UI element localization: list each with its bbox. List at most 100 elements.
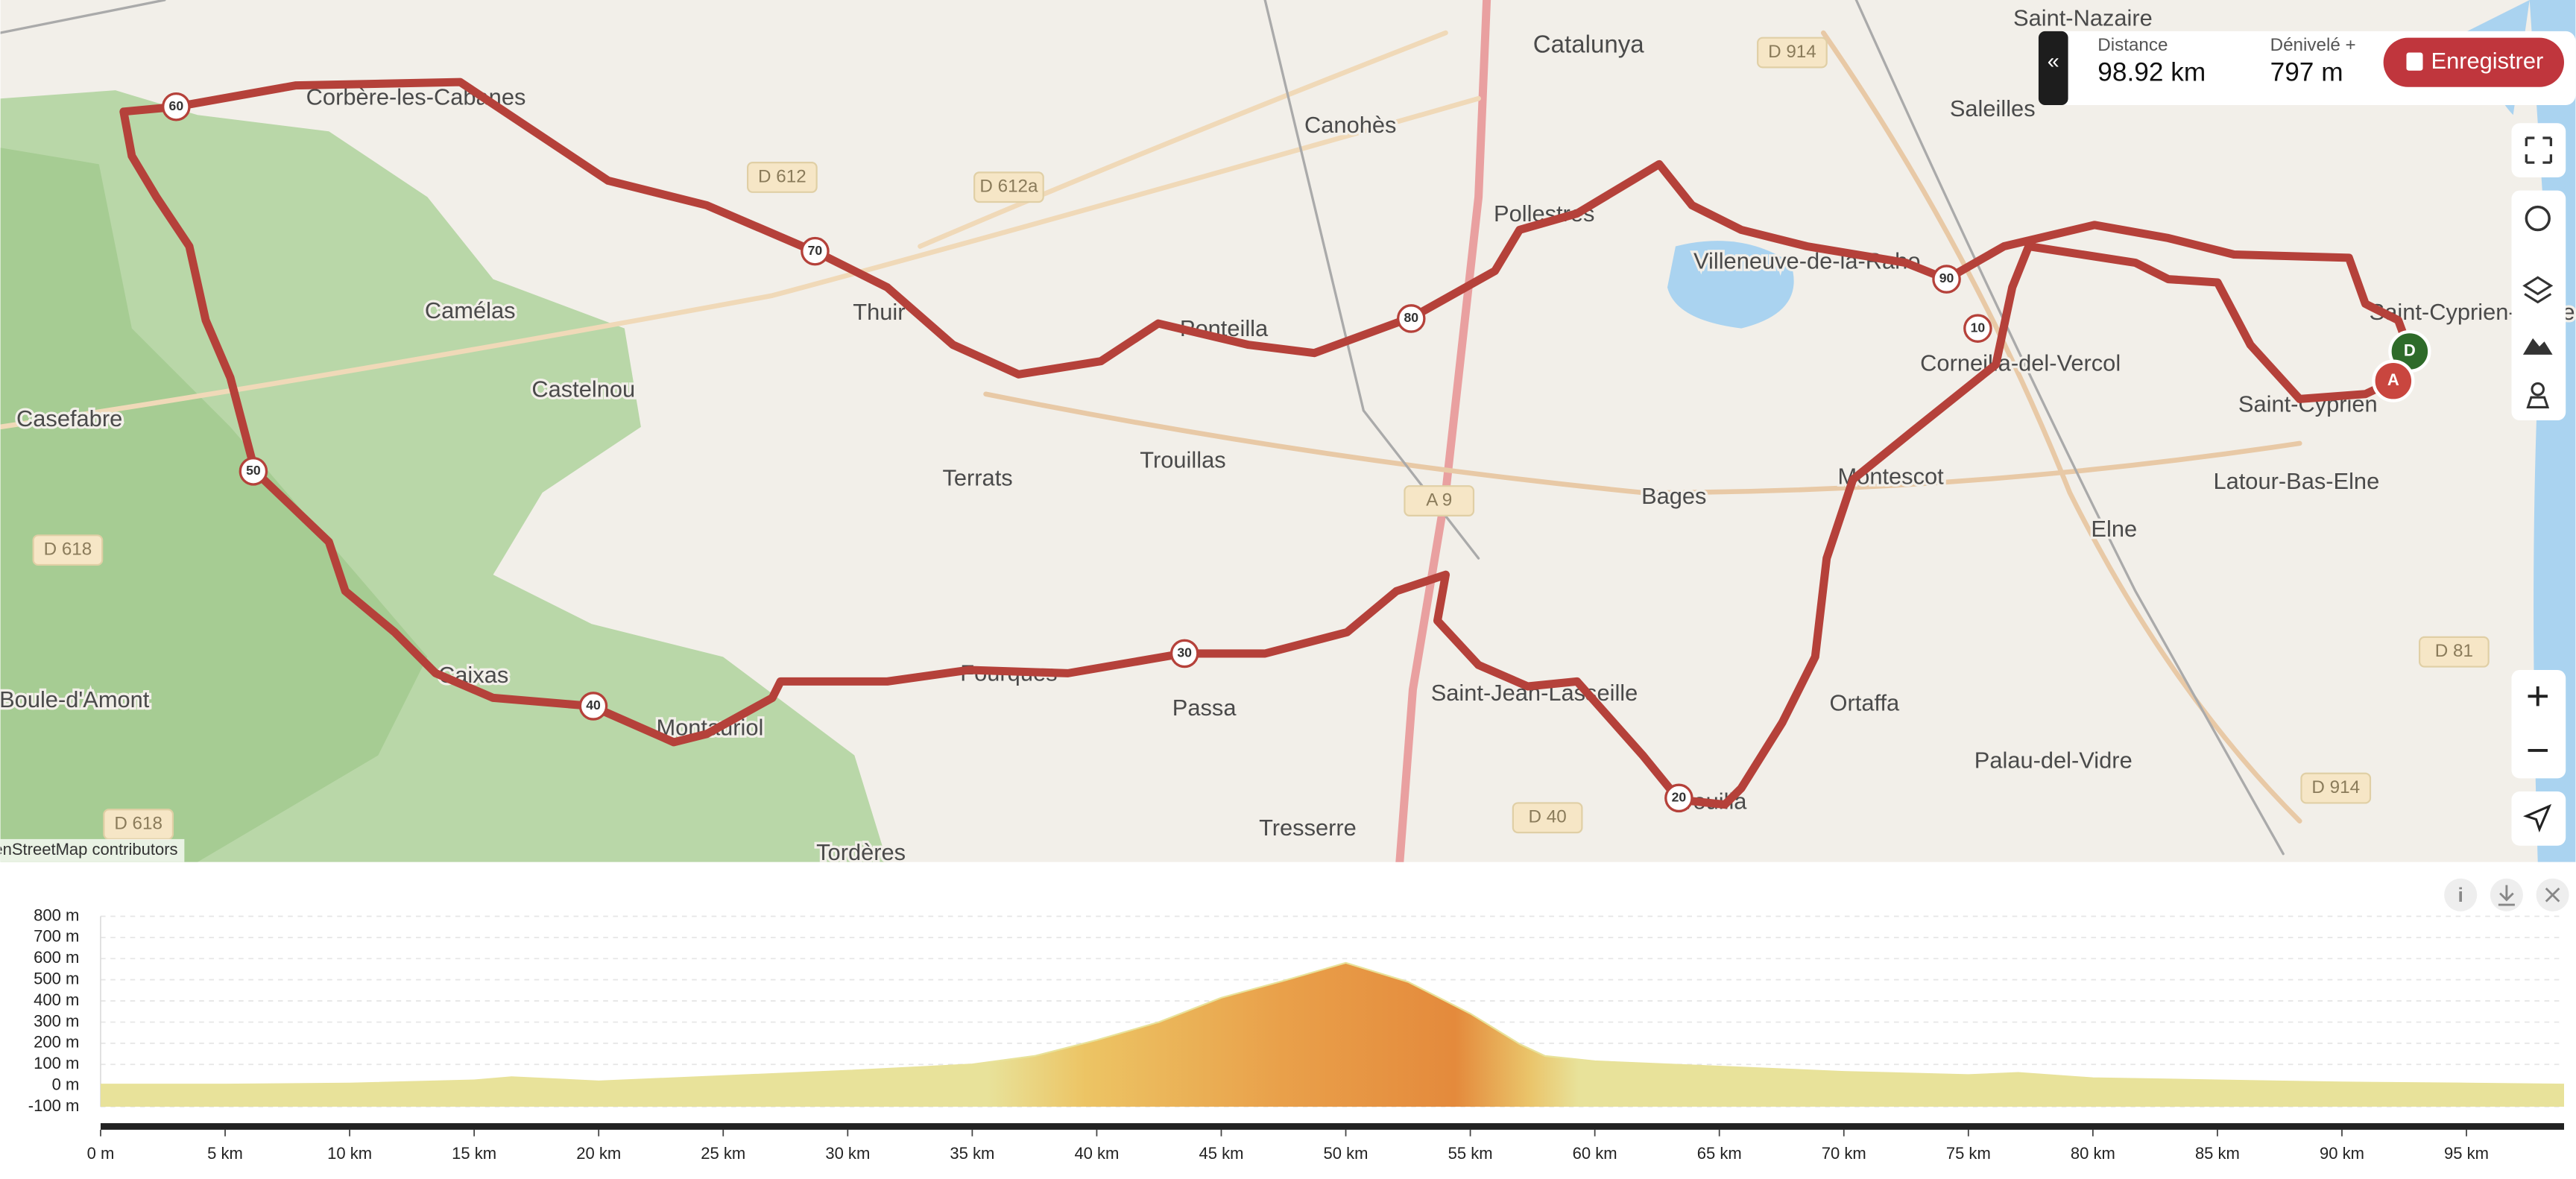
km-marker xyxy=(801,236,830,266)
x-tick-label: 30 km xyxy=(825,1144,870,1163)
place-label: Catalunya xyxy=(1533,31,1644,58)
end-label: A xyxy=(2387,370,2399,389)
map[interactable]: Catalunya Canohès Saleilles Saint-Nazaire Co… xyxy=(0,0,2576,865)
forest xyxy=(0,148,428,862)
zoom-group xyxy=(2511,669,2566,779)
km-marker xyxy=(1396,304,1426,333)
scrub-bar[interactable] xyxy=(100,1123,2564,1130)
terrain-button[interactable] xyxy=(2522,338,2553,355)
place-label: Thuir xyxy=(853,299,905,325)
x-tick-label: 65 km xyxy=(1697,1144,1742,1163)
place-label: Castelnou xyxy=(531,376,635,402)
info-icon: i xyxy=(2458,884,2463,906)
distance-value: 98.92 km xyxy=(2097,57,2206,86)
streetview-icon xyxy=(2526,396,2550,408)
info-button[interactable] xyxy=(2444,878,2478,911)
profile-tools: i xyxy=(2444,878,2569,911)
km-label: 30 xyxy=(1177,645,1192,660)
place-label: Camélas xyxy=(425,297,516,323)
stats-panel: « Distance 98.92 km Dénivelé + 797 m Enr… xyxy=(2038,31,2576,106)
place-label: Casefabre xyxy=(16,405,122,432)
km-markers: 10 20 30 40 50 60 70 80 90 xyxy=(162,92,1992,813)
y-tick-label: -100 m xyxy=(28,1096,80,1115)
place-label: Elne xyxy=(2091,516,2137,542)
road-shield xyxy=(2419,636,2490,668)
streetview-button[interactable] xyxy=(2531,382,2545,396)
km-label: 90 xyxy=(1939,271,1954,285)
place-label: Bages xyxy=(1641,483,1706,509)
end-pin xyxy=(2372,359,2415,402)
road-shield xyxy=(973,171,1044,203)
place-label: Palau-del-Vidre xyxy=(1974,747,2133,773)
distance-label: Distance xyxy=(2097,35,2168,55)
save-label: Enregistrer xyxy=(2431,48,2544,74)
zoom-in[interactable] xyxy=(2528,686,2548,707)
save-button[interactable] xyxy=(2383,37,2564,87)
x-tick-label: 10 km xyxy=(327,1144,372,1163)
road-label: D 914 xyxy=(1768,42,1816,62)
attribution-bg xyxy=(0,838,185,862)
km-marker xyxy=(162,92,191,121)
layers-button[interactable] xyxy=(2522,276,2554,304)
place-label: Saleilles xyxy=(1950,95,2036,121)
place-label: Boule-d'Amont xyxy=(0,686,150,712)
road-shields: D 612 D 612a D 914 D 618 A 9 D 40 D 81 D 914 D 6… xyxy=(32,37,2490,841)
y-tick-label: 200 m xyxy=(34,1033,79,1052)
road-label: D 81 xyxy=(2435,641,2473,661)
km-marker xyxy=(239,457,268,486)
place-label: Tordères xyxy=(816,839,906,865)
place-label: Terrats xyxy=(942,465,1012,491)
save-icon xyxy=(2406,52,2423,71)
place-label: Corneilla-del-Vercol xyxy=(1920,350,2121,376)
collapse-icon: « xyxy=(2048,49,2059,73)
x-tick-label: 55 km xyxy=(1448,1144,1493,1163)
road-label: D 914 xyxy=(2311,777,2360,797)
km-label: 80 xyxy=(1404,310,1418,325)
settings-button[interactable] xyxy=(2525,205,2551,232)
y-tick-label: 500 m xyxy=(34,969,79,987)
place-label: Passa xyxy=(1172,695,1237,721)
km-label: 50 xyxy=(246,463,261,478)
elevation-chart[interactable]: 800 m 700 m 600 m 500 m 400 m 300 m 200 m 100 m… xyxy=(28,905,2565,1163)
place-label: Ortaffa xyxy=(1830,689,1901,715)
road-shield xyxy=(1404,485,1475,516)
km-label: 70 xyxy=(808,243,823,258)
y-tick-label: 0 m xyxy=(52,1075,80,1093)
attribution[interactable]: © OpenStreetMap contributors xyxy=(0,840,178,859)
place-label: Saint-Nazaire xyxy=(2013,5,2153,31)
collapse-button[interactable] xyxy=(2038,31,2068,106)
km-marker xyxy=(1169,639,1199,668)
lake xyxy=(1667,241,1794,329)
road-label: D 612 xyxy=(758,166,806,186)
x-tick-label: 85 km xyxy=(2195,1144,2240,1163)
place-label: Trouillas xyxy=(1140,446,1225,472)
locate-button[interactable] xyxy=(2511,791,2566,846)
road-label: D 618 xyxy=(44,540,92,560)
fullscreen-icon xyxy=(2525,136,2553,164)
x-tick-label: 50 km xyxy=(1324,1144,1368,1163)
road-label: D 618 xyxy=(114,813,162,833)
km-marker xyxy=(1963,314,1992,343)
x-tick-label: 35 km xyxy=(950,1144,994,1163)
locate-icon xyxy=(2522,803,2552,833)
route[interactable] xyxy=(119,78,2414,809)
y-tick-label: 400 m xyxy=(34,990,79,1009)
km-marker xyxy=(1932,265,1961,294)
x-tick-label: 15 km xyxy=(452,1144,496,1163)
road-shield xyxy=(1512,802,1583,834)
y-tick-label: 100 m xyxy=(34,1054,79,1072)
road-shield xyxy=(746,162,818,193)
y-tick-label: 300 m xyxy=(34,1011,79,1030)
km-label: 60 xyxy=(169,98,184,113)
x-tick-label: 25 km xyxy=(701,1144,745,1163)
y-tick-label: 700 m xyxy=(34,927,79,946)
fullscreen-button[interactable] xyxy=(2511,123,2566,177)
tools-group xyxy=(2511,190,2566,421)
x-tick-label: 75 km xyxy=(1946,1144,1991,1163)
end-marker[interactable]: A xyxy=(2372,359,2415,402)
elevation-label: Dénivelé + xyxy=(2270,35,2356,55)
x-tick-label: 70 km xyxy=(1822,1144,1866,1163)
x-tick-label: 60 km xyxy=(1573,1144,1617,1163)
road-shield xyxy=(32,534,104,566)
